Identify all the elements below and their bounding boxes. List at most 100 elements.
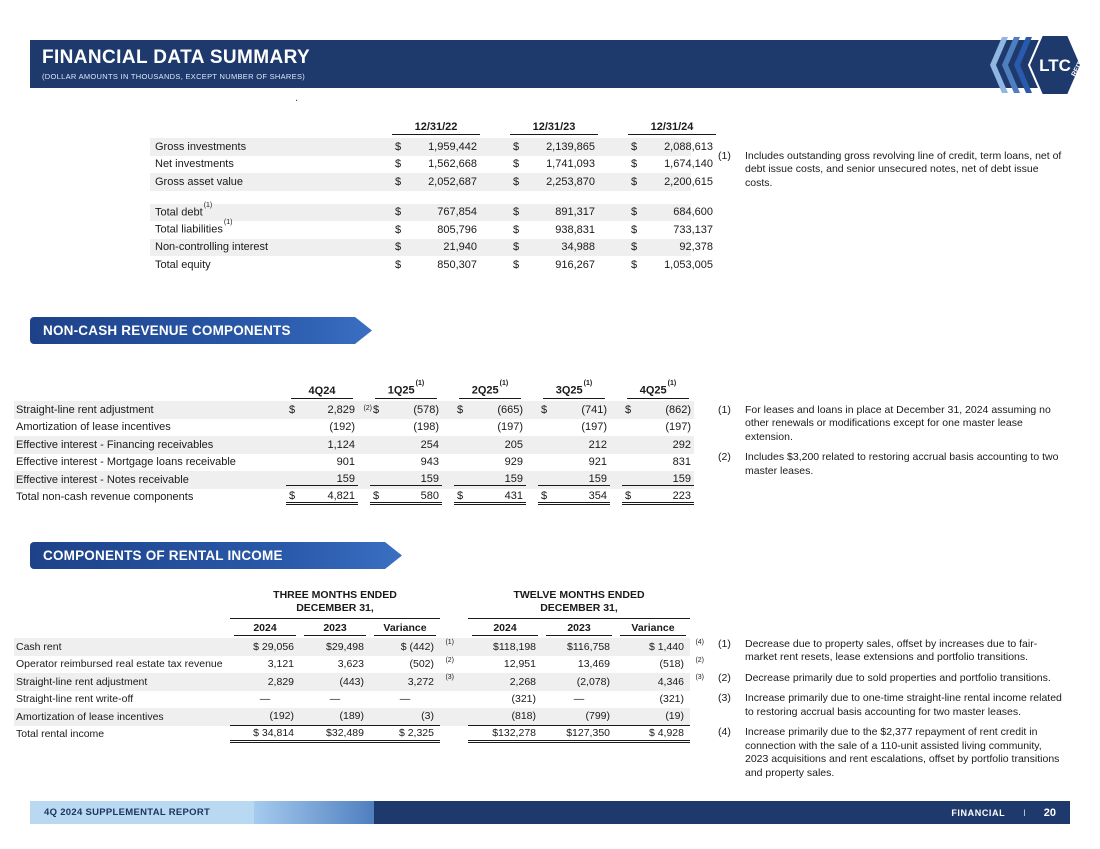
dollar-sign: $: [395, 140, 402, 153]
row-label: Gross investments: [155, 140, 247, 153]
footnote-marker: (1): [415, 380, 425, 388]
value-cell: $1,562,668: [392, 158, 480, 170]
table-row: Straight-line rent adjustment 2,829 (443) 3…: [14, 673, 704, 691]
footnote-marker: (1): [499, 380, 509, 388]
value: $ 34,814: [253, 726, 294, 739]
value-cell: (518) (2): [616, 656, 704, 674]
column-header: Variance: [620, 622, 686, 636]
value: (321): [511, 693, 536, 706]
value: 212: [588, 438, 607, 451]
value-cell: $ 2,325: [370, 726, 440, 743]
value-cell: (192): [230, 708, 300, 726]
table-row: Effective interest - Financing receivabl…: [14, 436, 694, 454]
dollar-sign: $: [289, 489, 296, 502]
value: (197): [665, 421, 691, 434]
value: 1,053,005: [664, 258, 713, 271]
table-row: Total debt(1) $767,854 $891,317 $684,600: [150, 202, 713, 221]
value-cell: $431: [454, 490, 526, 505]
footnote-item: (1) Includes outstanding gross revolving …: [718, 150, 1066, 190]
row-label: Operator reimbursed real estate tax reve…: [16, 658, 223, 671]
footnote-text: Decrease primarily due to sold propertie…: [745, 671, 1051, 684]
footnote-marker: (3): [445, 674, 454, 681]
column-header: 2024: [234, 622, 296, 636]
dollar-sign: $: [395, 158, 402, 171]
footnote-item: (1) For leases and loans in place at Dece…: [718, 404, 1066, 444]
column-header-label: 4Q25: [639, 385, 667, 397]
value-cell: —: [300, 691, 370, 709]
page-number: 20: [1043, 806, 1056, 819]
column-header-label: 1Q25: [387, 385, 415, 397]
value-cell: (799): [542, 708, 616, 726]
value: (192): [329, 421, 355, 434]
table-row: Total rental income $ 34,814 $32,489 $ 2,32…: [14, 726, 690, 743]
value: 205: [504, 438, 523, 451]
value-cell: $2,139,865: [510, 141, 598, 153]
value: 254: [420, 438, 439, 451]
value: 938,831: [555, 223, 595, 236]
value: $127,350: [566, 726, 610, 739]
value-cell: 2,268: [468, 673, 542, 691]
value-cell: 159: [622, 473, 694, 487]
page-subtitle: (DOLLAR AMOUNTS IN THOUSANDS, EXCEPT NUM…: [42, 72, 306, 81]
row-label: Non-controlling interest: [155, 241, 269, 254]
dollar-sign: $: [395, 206, 402, 219]
footnote-number: (2): [718, 671, 731, 684]
dollar-sign: $: [513, 175, 520, 188]
value-cell: 921: [538, 456, 610, 468]
table-row: Net investments $1,562,668 $1,741,093 $1,67…: [150, 156, 713, 174]
value: 831: [672, 456, 691, 469]
value-cell: (192): [286, 421, 358, 433]
value: 1,741,093: [546, 158, 595, 171]
group-header-line1: TWELVE MONTHS ENDED: [513, 588, 645, 601]
value: 2,253,870: [546, 175, 595, 188]
value: (578): [413, 403, 439, 416]
value: $29,498: [326, 640, 364, 653]
dollar-sign: $: [541, 403, 548, 416]
table-row: Total equity $850,307 $916,267 $1,053,005: [150, 256, 713, 274]
footnote-number: (2): [718, 451, 731, 464]
value-cell: $ (862): [622, 404, 694, 416]
value-cell: $580: [370, 490, 442, 505]
value-cell: 159: [370, 473, 442, 487]
value-cell: $767,854: [392, 206, 480, 218]
value: (665): [497, 403, 523, 416]
column-header: 4Q25(1): [627, 380, 689, 399]
value-cell: $ (741): [538, 404, 610, 416]
page-footer: 4Q 2024 SUPPLEMENTAL REPORT FINANCIAL I …: [30, 801, 1070, 824]
group-header-line2: DECEMBER 31,: [296, 602, 374, 615]
column-header: 3Q25(1): [543, 380, 605, 399]
table-row: Effective interest - Mortgage loans rece…: [14, 454, 694, 472]
value-cell: $34,988: [510, 241, 598, 253]
stray-period: .: [295, 92, 299, 104]
value: 733,137: [673, 223, 713, 236]
value-cell: 3,623: [300, 656, 370, 674]
table-row: Amortization of lease incentives (192) (18…: [14, 708, 690, 726]
dollar-sign: $: [373, 489, 380, 502]
column-header: 12/31/23: [510, 121, 598, 135]
value: 943: [420, 456, 439, 469]
value: $ 2,325: [398, 726, 434, 739]
value-cell: 12,951: [468, 656, 542, 674]
footnote-marker: (3): [695, 674, 704, 681]
footnote-marker: (1): [445, 639, 454, 646]
rental-table-body: Cash rent $ 29,056 $29,498 $ (442) (1) $118,1…: [14, 638, 704, 743]
row-label: Effective interest - Financing receivabl…: [16, 438, 214, 451]
row-label: Total rental income: [16, 728, 105, 741]
value-cell: $2,253,870: [510, 176, 598, 188]
dollar-sign: $: [513, 223, 520, 236]
value: 684,600: [673, 206, 713, 219]
dollar-sign: $: [631, 258, 638, 271]
footnote-item: (2) Includes $3,200 related to restoring …: [718, 451, 1066, 478]
value: 12,951: [503, 658, 536, 671]
dollar-sign: $: [631, 175, 638, 188]
value: (198): [413, 421, 439, 434]
value: 92,378: [679, 241, 713, 254]
value-cell: $29,498: [300, 638, 370, 656]
value: $116,758: [566, 640, 610, 653]
value: 354: [588, 489, 607, 502]
table-row: Gross investments $1,959,442 $2,139,865 $2,…: [150, 138, 713, 156]
summary-table: 12/31/22 12/31/23 12/31/24 Gross investmen…: [150, 118, 716, 274]
value: 850,307: [437, 258, 477, 271]
table-row: Cash rent $ 29,056 $29,498 $ (442) (1) $118,1…: [14, 638, 704, 656]
value-cell: $21,940: [392, 241, 480, 253]
